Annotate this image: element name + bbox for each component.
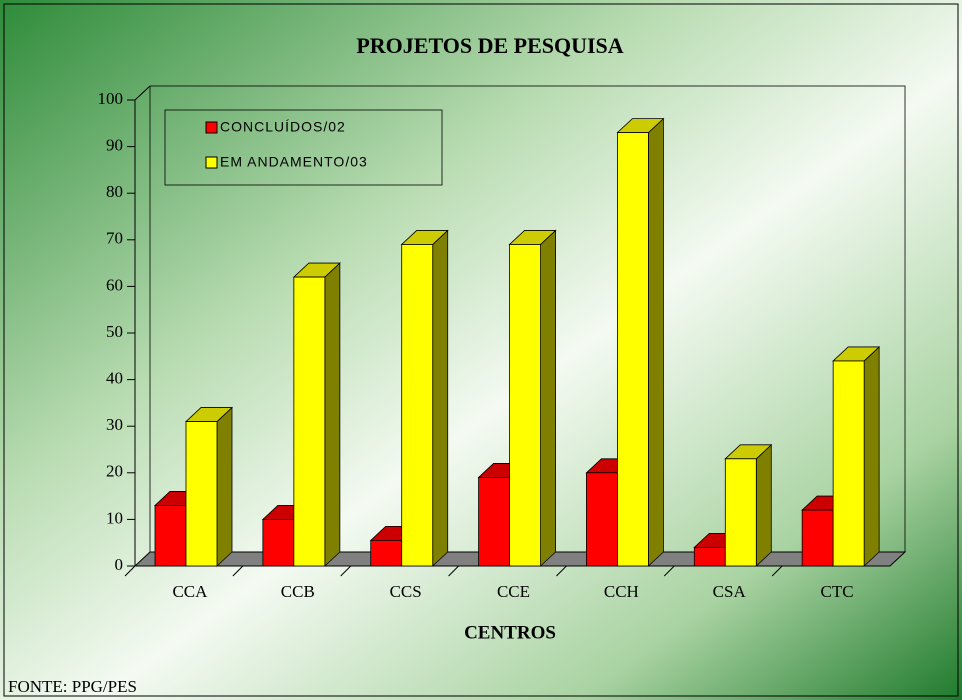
- y-tick-label: 30: [106, 415, 123, 434]
- bar-side: [863, 346, 880, 567]
- x-axis-title: CENTROS: [464, 622, 556, 643]
- x-tick-label: CCS: [390, 582, 422, 601]
- legend-swatch: [205, 156, 218, 169]
- x-tick: [556, 565, 567, 577]
- bar-side: [540, 229, 556, 567]
- x-tick: [232, 565, 244, 577]
- bar: [370, 539, 403, 567]
- bar: [693, 546, 726, 567]
- frame: [3, 3, 959, 697]
- source: FONTE: PPG/PES: [8, 677, 137, 696]
- x-tick-label: CCE: [497, 582, 530, 601]
- bar: [617, 132, 649, 567]
- y-tick-label: 90: [106, 136, 123, 155]
- y-tick-label: 10: [106, 508, 123, 527]
- bar: [478, 477, 510, 567]
- bar: [401, 244, 434, 567]
- y-tick-label: 100: [98, 89, 124, 108]
- x-tick: [448, 565, 459, 577]
- legend-label: EM ANDAMENTO/03: [220, 154, 368, 170]
- legend-label: CONCLUÍDOS/02: [220, 119, 346, 135]
- bar-side: [216, 406, 233, 567]
- y-tick-label: 50: [106, 322, 123, 341]
- x-tick-label: CCB: [281, 582, 315, 601]
- bar: [262, 519, 295, 567]
- y-tick-label: 60: [106, 275, 123, 294]
- bar: [724, 458, 757, 567]
- bar: [154, 505, 187, 567]
- legend: [164, 109, 443, 186]
- x-tick: [771, 565, 783, 577]
- x-tick-label: CSA: [713, 582, 747, 601]
- x-tick: [124, 565, 136, 577]
- x-tick-label: CTC: [821, 582, 854, 601]
- bar: [293, 276, 326, 567]
- x-tick: [663, 565, 675, 577]
- legend-swatch: [205, 121, 218, 134]
- x-tick-label: CCA: [172, 582, 208, 601]
- y-tick-label: 0: [115, 555, 124, 574]
- chart-title: PROJETOS DE PESQUISA: [356, 33, 623, 58]
- bar: [586, 472, 618, 567]
- bar: [185, 421, 218, 567]
- bar-side: [324, 262, 341, 567]
- x-tick: [340, 565, 352, 577]
- bar-side: [755, 443, 772, 567]
- bar-side: [648, 117, 664, 567]
- x-tick-label: CCH: [604, 582, 639, 601]
- bar: [832, 360, 865, 567]
- y-tick-label: 20: [106, 462, 123, 481]
- y-tick-label: 80: [106, 182, 123, 201]
- y-tick-label: 70: [106, 229, 123, 248]
- y-tick-label: 40: [106, 369, 123, 388]
- bar-side: [432, 229, 449, 567]
- bar: [509, 244, 541, 567]
- bar: [801, 509, 834, 567]
